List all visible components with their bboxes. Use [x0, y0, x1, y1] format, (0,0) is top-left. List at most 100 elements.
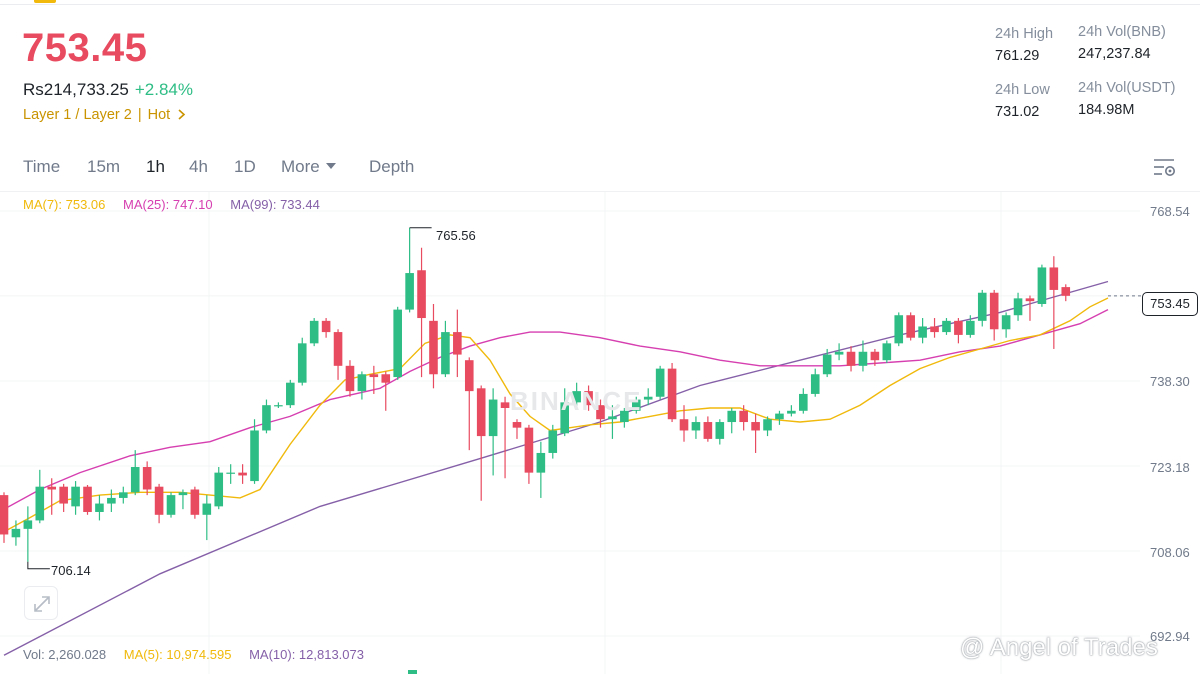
fiat-price-row: Rs214,733.25 +2.84%: [23, 80, 193, 100]
ma7-legend: MA(7): 753.06: [23, 197, 106, 212]
candle-body: [989, 292, 999, 330]
candle-body: [1001, 315, 1011, 330]
candle-body: [357, 374, 367, 392]
candle-body: [882, 343, 892, 361]
candle-body: [1025, 298, 1035, 302]
candle-body: [727, 410, 737, 423]
candle-body: [620, 410, 629, 423]
current-price-tag: 753.45: [1142, 292, 1198, 316]
candle-body: [1037, 267, 1047, 304]
price-change-percent: +2.84%: [134, 80, 194, 99]
candle-body: [930, 326, 939, 333]
candle-body: [202, 503, 212, 515]
fiat-price: Rs214,733.25: [23, 80, 129, 99]
candle-body: [250, 430, 259, 482]
candle-body: [810, 374, 820, 394]
ma99-line: [3, 280, 1109, 656]
candle-body: [631, 399, 641, 411]
credit-watermark: @ Angel of Trades: [960, 634, 1158, 661]
expand-chart-button[interactable]: [24, 586, 58, 620]
candle-body: [1061, 287, 1071, 296]
tab-depth[interactable]: Depth: [369, 157, 415, 176]
candle-body: [954, 320, 963, 335]
candlestick-chart[interactable]: [0, 192, 1200, 674]
candle-body: [154, 486, 164, 515]
volume-bar: [408, 670, 417, 674]
candle-body: [238, 472, 247, 476]
stat-low-value: 731.02: [995, 104, 1040, 120]
candle-body: [71, 486, 80, 507]
candle-body: [142, 467, 152, 490]
y-tick-label: 738.30: [1150, 374, 1190, 389]
candle-body: [488, 399, 498, 437]
chevron-right-icon: [178, 109, 186, 120]
tab-more-label: More: [281, 157, 320, 176]
candle-body: [596, 405, 605, 420]
tag-hot[interactable]: Hot: [147, 107, 171, 123]
volume-value: Vol: 2,260.028: [23, 647, 107, 662]
low-marker-line: [27, 561, 50, 570]
candle-body: [83, 486, 92, 512]
candle-body: [393, 309, 402, 378]
tab-15m[interactable]: 15m: [87, 157, 121, 176]
candle-body: [739, 410, 748, 423]
candle-body: [190, 489, 200, 515]
candle-body: [977, 292, 987, 321]
candle-body: [584, 391, 593, 406]
candle-body: [548, 430, 558, 453]
watermark: BINANCE: [510, 386, 643, 416]
ma25-legend: MA(25): 747.10: [123, 197, 213, 212]
tab-more[interactable]: More: [281, 157, 336, 177]
candle-body: [297, 343, 307, 383]
stat-vol-usdt-value: 184.98M: [1078, 102, 1135, 118]
candle-body: [906, 315, 915, 338]
tab-time[interactable]: Time: [23, 157, 61, 176]
candle-body: [787, 410, 796, 414]
tag-layer[interactable]: Layer 1 / Layer 2: [23, 107, 132, 123]
candle-body: [178, 492, 188, 496]
candle-body: [643, 396, 653, 400]
volume-legend: Vol: 2,260.028 MA(5): 10,974.595 MA(10):…: [23, 647, 378, 662]
candle-body: [751, 422, 760, 431]
tab-1d[interactable]: 1D: [234, 157, 256, 176]
candle-body: [262, 405, 271, 431]
tab-1h[interactable]: 1h: [146, 157, 165, 176]
candle-body: [0, 495, 9, 535]
candle-body: [95, 503, 104, 512]
candle-body: [476, 388, 486, 437]
tab-4h[interactable]: 4h: [189, 157, 208, 176]
candle-body: [918, 326, 927, 338]
candle-body: [703, 422, 713, 439]
last-price: 753.45: [22, 26, 148, 70]
tag-row[interactable]: Layer 1 / Layer 2 | Hot: [23, 107, 186, 123]
candle-body: [536, 452, 546, 473]
candle-body: [59, 486, 68, 504]
caret-down-icon: [325, 162, 336, 169]
ma25-line: [3, 308, 1109, 510]
high-marker-label: 765.56: [436, 228, 476, 243]
candle-body: [309, 320, 319, 344]
candle-body: [512, 422, 522, 428]
candle-body: [464, 360, 474, 392]
candle-body: [655, 368, 665, 397]
stat-high-value: 761.29: [995, 48, 1040, 64]
volume-ma5: MA(5): 10,974.595: [123, 647, 232, 662]
candle-body: [846, 351, 856, 366]
candle-body: [369, 374, 379, 378]
ma99-legend: MA(99): 733.44: [230, 197, 320, 212]
candle-body: [679, 419, 689, 431]
candle-body: [524, 427, 534, 473]
candle-body: [23, 520, 33, 529]
candle-body: [691, 422, 701, 431]
candle-body: [822, 354, 832, 375]
candle-body: [1049, 267, 1059, 290]
y-tick-label: 708.06: [1150, 545, 1190, 560]
stat-low-label: 24h Low: [995, 82, 1050, 98]
candle-body: [107, 497, 116, 504]
chart-settings-icon[interactable]: [1150, 154, 1178, 182]
candle-body: [11, 528, 21, 538]
candle-body: [572, 391, 581, 403]
candle-body: [500, 402, 510, 408]
candle-body: [417, 270, 426, 319]
candle-body: [608, 416, 617, 420]
